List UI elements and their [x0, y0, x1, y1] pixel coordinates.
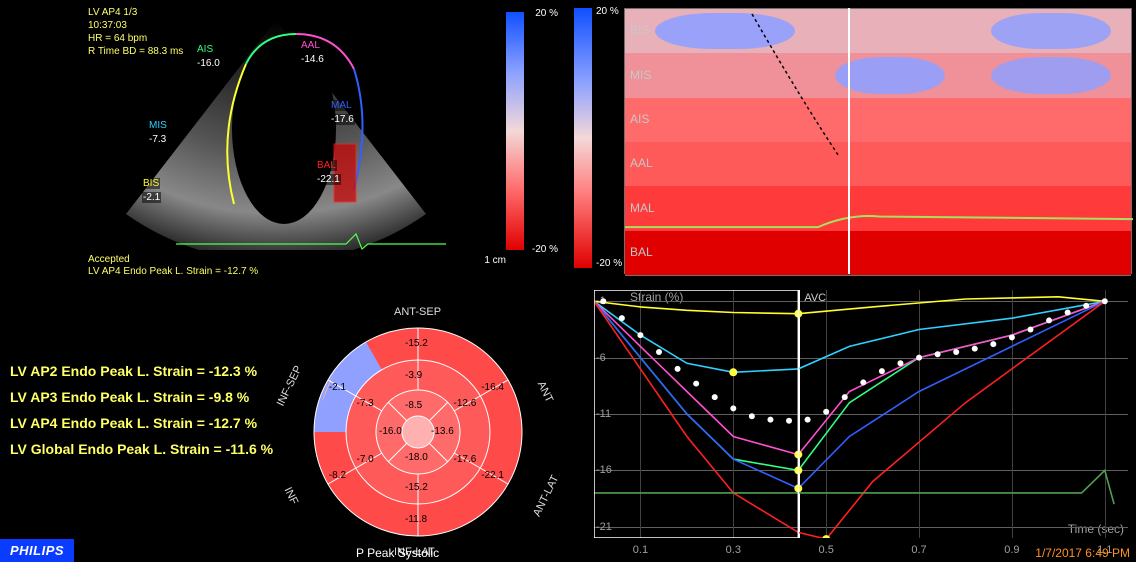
smap-row-ais — [625, 98, 1131, 143]
bullseye-value: -16.0 — [378, 426, 403, 437]
smap-row-label: MAL — [630, 201, 655, 215]
strain-curves-panel: Strain (%) Time (sec) -1-6-11-16-210.10.… — [568, 280, 1136, 562]
bullseye-plot: ANT-SEP ANT ANT-LAT INF-LAT INF INF-SEP … — [286, 308, 550, 556]
segment-label-mal: MAL — [330, 100, 353, 111]
bullseye-value: -7.0 — [356, 454, 375, 465]
be-label-antsep: ANT-SEP — [394, 306, 441, 318]
echo-panel: LV AP4 1/3 10:37:03 HR = 64 bpm R Time B… — [0, 0, 568, 280]
smap-row-bis — [625, 9, 1131, 54]
segment-value-bal: -22.1 — [316, 174, 341, 185]
smap-time-cursor[interactable] — [848, 8, 850, 274]
timestamp: 1/7/2017 6:49 PM — [1035, 546, 1130, 560]
smap-cb-bot: -20 % — [596, 258, 622, 269]
bullseye-title: P Peak Systolic — [356, 546, 439, 560]
smap-row-label: AAL — [630, 156, 653, 170]
segment-value-mis: -7.3 — [148, 134, 167, 145]
xtick-label: 0.5 — [819, 544, 834, 556]
smap-row-aal — [625, 142, 1131, 187]
segment-value-ais: -16.0 — [196, 58, 221, 69]
smap-row-label: BIS — [630, 23, 649, 37]
smap-cb-top: 20 % — [596, 6, 619, 17]
accepted-line: Accepted — [88, 254, 258, 266]
results-panel: LV AP2 Endo Peak L. Strain = -12.3 % LV … — [0, 280, 568, 562]
bullseye-value: -16.4 — [480, 382, 505, 393]
brand-logo: PHILIPS — [0, 539, 74, 562]
bullseye-value: -15.2 — [404, 338, 429, 349]
smap-row-mis — [625, 53, 1131, 98]
segment-label-ais: AIS — [196, 44, 214, 55]
segment-label-aal: AAL — [300, 40, 321, 51]
bullseye-value: -15.2 — [404, 482, 429, 493]
bullseye-value: -8.2 — [328, 470, 347, 481]
strain-map-grid — [624, 8, 1132, 274]
curves-svg — [594, 290, 1128, 538]
segment-label-bis: BIS — [142, 178, 160, 189]
segment-value-bis: -2.1 — [142, 192, 161, 203]
colorbar-bottom-label: -20 % — [532, 244, 558, 255]
xtick-label: 0.3 — [726, 544, 741, 556]
xtick-label: 0.7 — [911, 544, 926, 556]
echo-accepted: Accepted LV AP4 Endo Peak L. Strain = -1… — [88, 254, 258, 278]
strain-plot: Strain (%) Time (sec) -1-6-11-16-210.10.… — [594, 290, 1128, 538]
bullseye-value: -22.1 — [480, 470, 505, 481]
bullseye-value: -2.1 — [328, 382, 347, 393]
smap-row-mal — [625, 186, 1131, 231]
smap-row-label: MIS — [630, 68, 651, 82]
accepted-line: LV AP4 Endo Peak L. Strain = -12.7 % — [88, 266, 258, 278]
bullseye-value: -12.6 — [452, 398, 477, 409]
segment-value-aal: -14.6 — [300, 54, 325, 65]
segment-label-mis: MIS — [148, 120, 168, 131]
strain-map-colorbar — [574, 8, 592, 268]
depth-scale-label: 1 cm — [484, 255, 506, 266]
xtick-label: 0.1 — [633, 544, 648, 556]
bullseye-value: -18.0 — [404, 452, 429, 463]
bullseye-value: -3.9 — [404, 370, 423, 381]
result-line: LV Global Endo Peak L. Strain = -11.6 % — [10, 436, 273, 462]
bullseye-value: -8.5 — [404, 400, 423, 411]
bullseye-value: -7.3 — [356, 398, 375, 409]
segment-value-mal: -17.6 — [330, 114, 355, 125]
smap-row-bal — [625, 231, 1131, 276]
strain-results-text: LV AP2 Endo Peak L. Strain = -12.3 % LV … — [10, 358, 273, 462]
smap-row-label: BAL — [630, 245, 653, 259]
segment-label-bal: BAL — [316, 160, 337, 171]
strain-colorbar — [506, 12, 524, 250]
bullseye-value: -17.6 — [452, 454, 477, 465]
result-line: LV AP4 Endo Peak L. Strain = -12.7 % — [10, 410, 273, 436]
colorbar-top-label: 20 % — [535, 8, 558, 19]
echo-sector-svg — [96, 14, 456, 250]
bullseye-value: -11.8 — [404, 514, 428, 525]
bullseye-value: -13.6 — [430, 426, 455, 437]
result-line: LV AP2 Endo Peak L. Strain = -12.3 % — [10, 358, 273, 384]
strain-map-panel: 20 % -20 % BIS MIS AIS AAL MAL BAL — [568, 0, 1136, 280]
result-line: LV AP3 Endo Peak L. Strain = -9.8 % — [10, 384, 273, 410]
xtick-label: 0.9 — [1004, 544, 1019, 556]
echo-strain-report: LV AP4 1/3 10:37:03 HR = 64 bpm R Time B… — [0, 0, 1136, 562]
smap-row-label: AIS — [630, 112, 649, 126]
